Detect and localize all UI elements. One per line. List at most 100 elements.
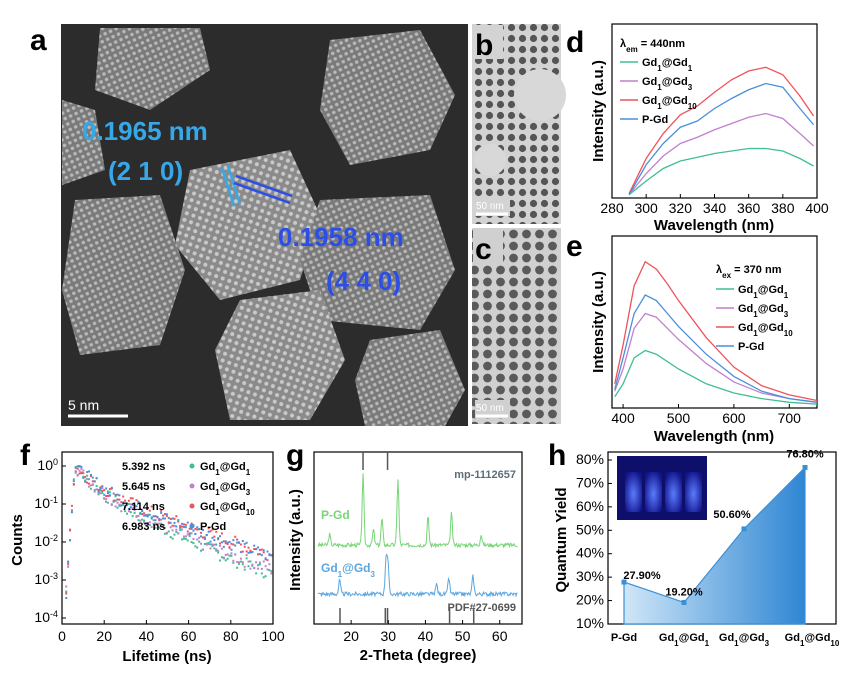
label: Gd1@Gd1	[642, 57, 693, 73]
y-tick-label: 20%	[576, 592, 604, 608]
decay-point	[93, 489, 96, 492]
decay-point	[200, 535, 203, 538]
decay-point	[82, 472, 85, 475]
decay-point	[175, 515, 178, 518]
decay-point	[241, 540, 244, 543]
x-axis-label-f: Lifetime (ns)	[122, 648, 211, 665]
plot-frame-e	[611, 235, 818, 409]
x-ticks-f: 0 20 40 60 80 100	[58, 620, 285, 644]
decay-point	[135, 499, 138, 502]
decay-point	[260, 572, 263, 575]
decay-point	[86, 481, 89, 484]
x-ticks-h: P-Gd Gd1@Gd1 Gd1@Gd3 Gd1@Gd10	[611, 632, 840, 648]
scale-bar-bg	[475, 400, 510, 418]
decay-point	[184, 523, 187, 526]
decay-point	[97, 493, 100, 496]
decay-point	[245, 541, 248, 544]
decay-point	[167, 530, 170, 533]
decay-point	[84, 480, 87, 483]
decay-point	[228, 540, 231, 543]
decay-point	[122, 495, 125, 498]
decay-point	[177, 532, 180, 535]
series-line	[614, 294, 818, 403]
decay-point	[99, 486, 102, 489]
decay-point	[137, 514, 140, 517]
xrd-pattern	[317, 473, 518, 549]
decay-point	[171, 517, 174, 520]
decay-point	[230, 548, 233, 551]
decay-point	[182, 535, 185, 538]
decay-point	[188, 527, 191, 530]
decay-point	[186, 539, 189, 542]
decay-point	[255, 561, 258, 564]
decay-point	[226, 542, 229, 545]
decay-point	[249, 567, 252, 570]
decay-point	[262, 576, 265, 579]
legend-marker	[189, 483, 195, 489]
decay-point	[165, 513, 168, 516]
decay-point	[253, 544, 256, 547]
decay-point	[135, 515, 138, 518]
decay-point	[205, 543, 208, 546]
decay-point	[241, 561, 244, 564]
decay-point	[262, 549, 265, 552]
decay-point	[213, 535, 216, 538]
series-label-pgd: P-Gd	[321, 508, 350, 522]
decay-point	[158, 519, 161, 522]
d-spacing-2: 0.1958 nm	[278, 222, 404, 252]
decay-point	[97, 489, 100, 492]
decay-point	[99, 489, 102, 492]
decay-point	[127, 502, 130, 505]
decay-point	[110, 486, 113, 489]
decay-point	[76, 465, 79, 468]
decay-point	[228, 554, 231, 557]
decay-point	[86, 471, 89, 474]
nanocrystal	[62, 100, 105, 185]
decay-point	[110, 503, 113, 506]
decay-point	[88, 478, 91, 481]
x-axis-label-g: 2-Theta (degree)	[360, 647, 477, 664]
decay-point	[179, 529, 182, 532]
decay-point	[201, 529, 204, 532]
decay-point	[198, 528, 201, 531]
x-ticks-e: 400 500 600 700	[611, 404, 801, 426]
decay-point	[125, 512, 128, 515]
decay-point	[141, 510, 144, 513]
qy-point	[741, 526, 747, 532]
decay-point	[131, 497, 134, 500]
label: Gd1@Gd3	[738, 303, 789, 319]
label: Gd1@Gd1	[200, 461, 251, 477]
decay-point	[192, 538, 195, 541]
decay-point	[222, 545, 225, 548]
decay-point	[65, 590, 68, 593]
decay-point	[167, 516, 170, 519]
legend-title-d: λem = 440nm	[620, 38, 685, 54]
decay-point	[127, 499, 130, 502]
x-tick-label: 60	[181, 628, 197, 644]
decay-point	[124, 510, 127, 513]
panel-label-e: e	[566, 230, 583, 263]
x-tick-label: 20	[96, 628, 112, 644]
decay-point	[146, 507, 149, 510]
decay-point	[86, 477, 89, 480]
decay-point	[186, 533, 189, 536]
reference-lines-g	[339, 452, 475, 624]
decay-point	[65, 592, 68, 595]
qy-point	[802, 464, 808, 470]
x-tick-label: 400	[805, 200, 829, 216]
decay-point	[258, 548, 261, 551]
decay-point	[270, 572, 273, 575]
legend-f: 5.392 ns Gd1@Gd1 5.645 ns Gd1@Gd3 7.114 ns Gd…	[122, 461, 255, 533]
quantum-yield-area: 27.90% 19.20% 50.60% 76.80%	[621, 448, 824, 625]
legend-marker	[189, 503, 195, 509]
decay-point	[114, 495, 117, 498]
y-tick-label: 10-1	[34, 495, 58, 511]
decay-point	[93, 480, 96, 483]
decay-point	[201, 536, 204, 539]
decay-point	[129, 511, 132, 514]
decay-point	[255, 572, 258, 575]
scale-bar-bg	[475, 198, 510, 216]
decay-point	[184, 535, 187, 538]
decay-point	[108, 491, 111, 494]
decay-point	[243, 568, 246, 571]
